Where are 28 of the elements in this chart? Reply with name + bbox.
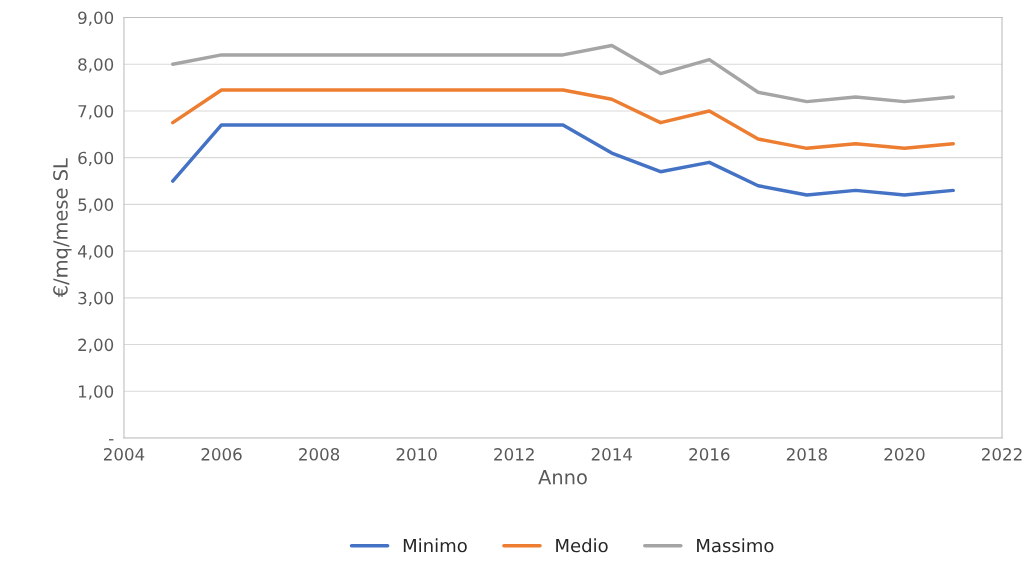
x-tick-label: 2010 [396,448,437,461]
x-tick-label: 2018 [786,448,827,461]
y-tick-label: 9,00 [78,11,114,26]
y-tick-label: 7,00 [78,104,114,120]
legend-label: Minimo [403,538,467,553]
line-series [171,123,955,197]
line-series [171,88,955,151]
x-tick-label: 2004 [103,448,145,461]
x-axis-title: Anno [538,470,587,485]
y-tick-label: 2,00 [78,338,114,353]
x-tick-label: 2006 [201,448,242,461]
legend-label: Massimo [697,538,774,553]
legend-label: Medio [556,538,608,553]
y-axis-title: €/mq/mese SL [53,158,72,298]
y-tick-label: - [109,439,114,441]
line-series [171,43,955,104]
x-tick-label: 2020 [884,448,925,461]
y-tick-label: 3,00 [78,291,114,307]
x-tick-label: 2022 [982,448,1022,461]
x-tick-label: 2012 [494,448,534,461]
x-tick-label: 2008 [299,448,340,461]
y-tick-label: 6,00 [78,151,114,166]
y-tick-label: 1,00 [78,385,114,400]
y-tick-label: 4,00 [77,245,114,260]
y-tick-label: 5,00 [78,198,114,213]
x-tick-label: 2016 [689,448,730,461]
y-tick-label: 8,00 [78,58,114,73]
x-tick-label: 2014 [591,448,633,461]
